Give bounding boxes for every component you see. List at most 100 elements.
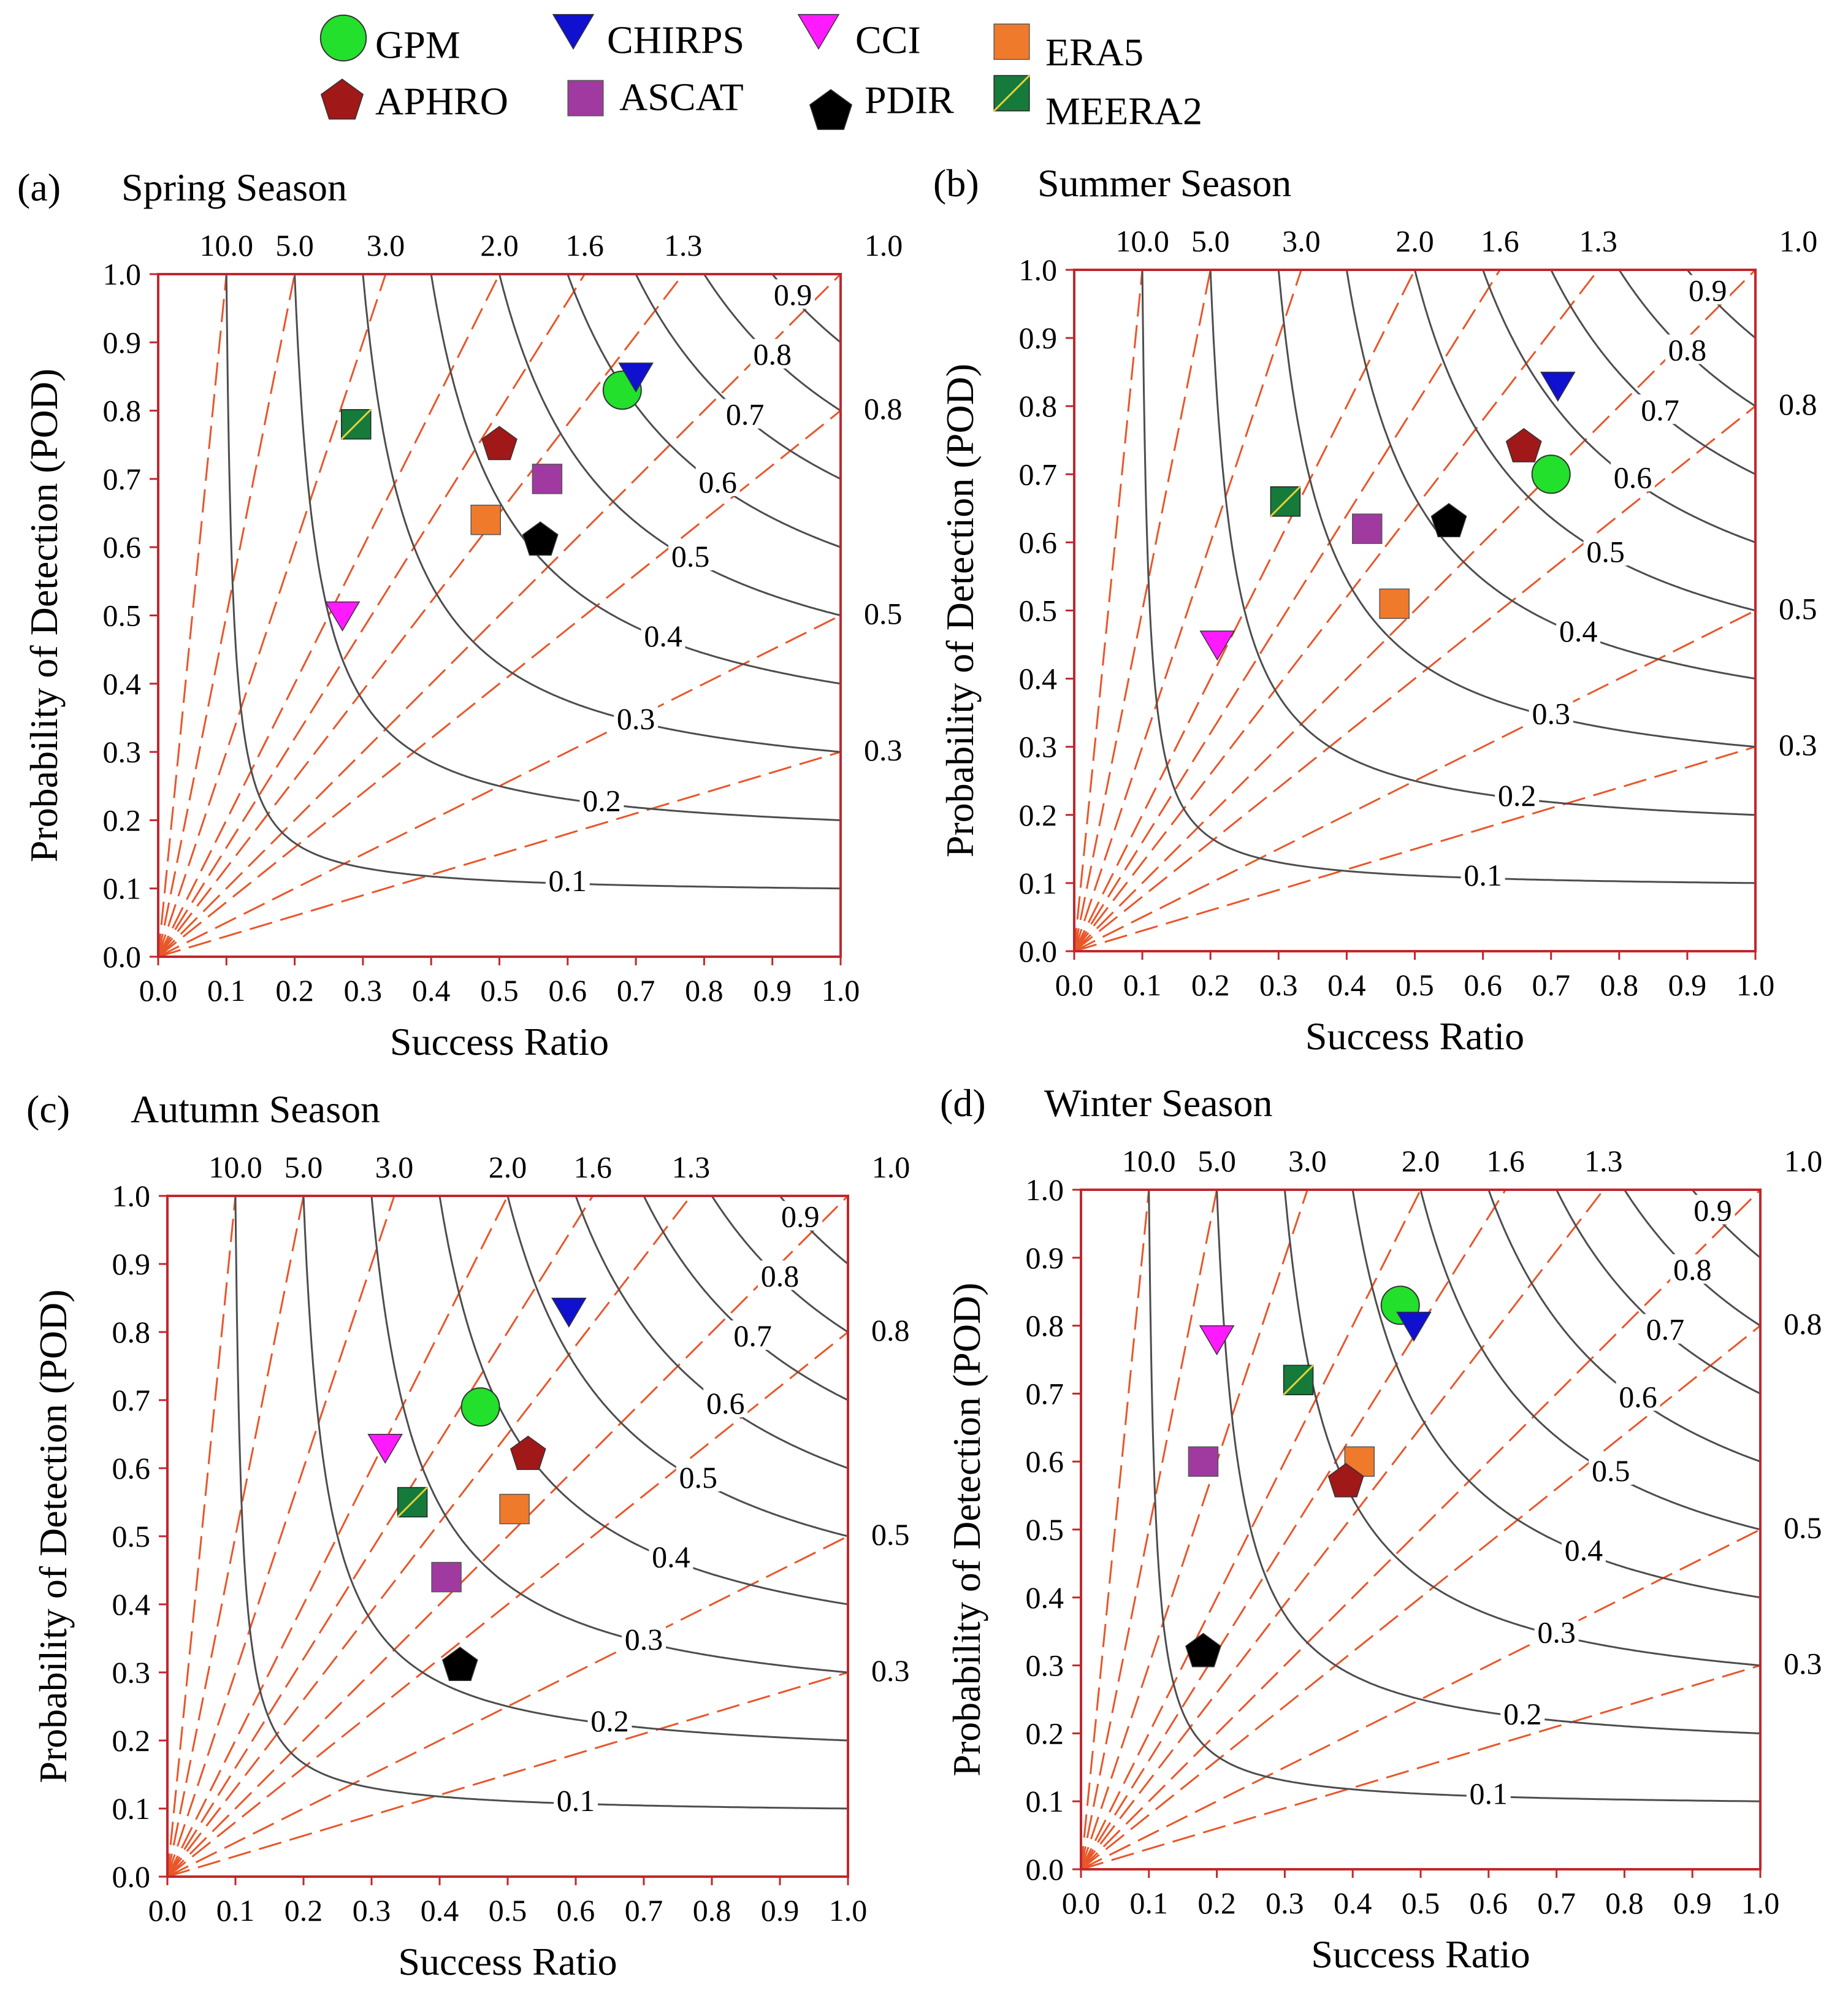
legend-label: APHRO	[375, 80, 508, 123]
x-tick-label: 0.6	[557, 1893, 595, 1928]
bias-right-label: 0.5	[871, 1517, 910, 1552]
y-tick-label: 0.6	[112, 1451, 151, 1485]
x-tick-label: 0.9	[1668, 968, 1707, 1002]
csi-contour-0.8	[1624, 1190, 1760, 1327]
bias-line-10	[158, 274, 227, 957]
legend-label: PDIR	[865, 78, 954, 122]
y-tick-label: 0.4	[103, 667, 142, 701]
pdir-point	[1430, 503, 1467, 538]
x-tick-label: 0.0	[1055, 968, 1094, 1002]
legend-label: GPM	[375, 23, 460, 67]
bias-right-label: 0.8	[1784, 1307, 1822, 1341]
bias-line-1	[1074, 270, 1755, 951]
bias-top-label: 2.0	[489, 1150, 527, 1184]
y-axis-title: Probability of Detection (POD)	[945, 1282, 988, 1776]
bias-line-3	[158, 274, 387, 957]
bias-top-label: 5.0	[1197, 1144, 1236, 1178]
aphro-point	[1505, 427, 1542, 462]
gpm-point	[460, 1387, 500, 1427]
y-tick-label: 0.3	[112, 1655, 151, 1690]
aphro-legend-marker	[320, 78, 364, 120]
y-tick-label: 0.5	[103, 599, 142, 633]
pdir-point	[1185, 1633, 1221, 1668]
y-tick-label: 0.9	[112, 1247, 151, 1281]
csi-label: 0.6	[698, 465, 737, 499]
y-axis-title: Probability of Detection (POD)	[22, 369, 66, 862]
bias-line-3	[1081, 1190, 1308, 1869]
x-tick-label: 0.4	[1327, 968, 1366, 1002]
chirps-point	[1540, 372, 1576, 402]
y-tick-label: 0.5	[1026, 1512, 1064, 1547]
panel-id: (a)	[17, 166, 61, 209]
panel-b: 0.10.20.30.40.50.60.70.80.90.0 0.1 0.2 0.3 0…	[933, 161, 1817, 1058]
gpm-legend-marker	[319, 14, 367, 62]
meera2-point	[1270, 486, 1301, 517]
csi-label: 0.4	[1559, 614, 1598, 648]
ascat-point	[1351, 513, 1383, 544]
csi-label: 0.3	[1532, 697, 1570, 731]
y-tick-label: 0.7	[1019, 457, 1058, 491]
bias-top-label: 5.0	[1191, 224, 1230, 258]
csi-label: 0.1	[557, 1783, 595, 1818]
era5-legend-marker	[993, 23, 1030, 60]
x-tick-label: 1.0	[1741, 1886, 1780, 1920]
bias-right-label: 0.3	[1784, 1647, 1822, 1681]
x-tick-label: 0.0	[139, 973, 178, 1008]
bias-right-label: 0.3	[864, 733, 903, 767]
csi-label: 0.1	[1470, 1776, 1508, 1810]
y-tick-label: 0.1	[103, 871, 142, 906]
csi-label: 0.7	[726, 397, 765, 432]
y-tick-label: 0.9	[1026, 1241, 1064, 1275]
csi-label: 0.5	[1586, 534, 1625, 569]
bias-line-10	[1081, 1190, 1150, 1869]
bias-top-label: 3.0	[367, 228, 405, 262]
cci-point	[1199, 1325, 1235, 1355]
cci-point	[1199, 630, 1235, 661]
x-tick-label: 0.8	[693, 1893, 731, 1928]
csi-label: 0.2	[590, 1704, 629, 1738]
bias-line-1	[1081, 1190, 1760, 1869]
y-tick-label: 0.8	[1019, 389, 1058, 423]
legend-item-pdir: PDIR	[809, 78, 954, 130]
legend-item-era5: ERA5	[993, 23, 1144, 74]
y-tick-label: 0.1	[1026, 1784, 1064, 1818]
legend-label: MEERA2	[1045, 90, 1202, 133]
y-tick-label: 0.0	[103, 940, 142, 974]
panel-title: Autumn Season	[131, 1087, 380, 1131]
csi-label: 0.2	[582, 784, 621, 818]
bias-top-label: 1.6	[565, 228, 604, 262]
x-tick-label: 0.9	[1673, 1886, 1712, 1920]
panel-id: (c)	[26, 1087, 70, 1131]
x-tick-label: 0.7	[625, 1893, 663, 1928]
csi-label: 0.4	[1565, 1533, 1603, 1567]
y-tick-label: 0.5	[112, 1519, 151, 1553]
bias-line-10	[1074, 270, 1144, 951]
ascat-point	[431, 1561, 462, 1593]
pdir-point	[522, 521, 559, 556]
x-tick-label: 0.0	[1062, 1886, 1101, 1920]
y-tick-label: 0.8	[103, 394, 142, 428]
x-tick-label: 0.4	[412, 973, 451, 1008]
y-tick-label: 0.1	[112, 1791, 151, 1826]
y-tick-label: 0.2	[112, 1723, 151, 1758]
pdir-legend-marker	[809, 89, 853, 130]
bias-top-label: 3.0	[375, 1150, 414, 1184]
csi-label: 0.7	[1646, 1312, 1685, 1347]
era5-point	[1344, 1446, 1375, 1477]
bias-line-0.8	[1074, 405, 1755, 951]
csi-contour-0.3	[370, 1196, 848, 1674]
panel-c: 0.10.20.30.40.50.60.70.80.90.0 0.1 0.2 0.3 0…	[26, 1087, 910, 1983]
bias-line-1.6	[158, 274, 586, 957]
y-tick-label: 0.6	[1026, 1444, 1064, 1479]
x-tick-label: 0.7	[1537, 1886, 1576, 1920]
bias-right-label: 0.5	[864, 597, 903, 631]
legend-item-ascat: ASCAT	[567, 75, 744, 119]
y-tick-label: 0.3	[1019, 730, 1058, 764]
y-tick-label: 0.3	[103, 735, 142, 769]
bias-line-0.3	[1081, 1664, 1760, 1869]
meera2-legend-marker	[993, 75, 1030, 112]
y-tick-label: 1.0	[1026, 1173, 1064, 1207]
bias-line-1.3	[1074, 270, 1599, 951]
bias-line-3	[1074, 270, 1302, 951]
meera2-point	[1283, 1365, 1314, 1396]
